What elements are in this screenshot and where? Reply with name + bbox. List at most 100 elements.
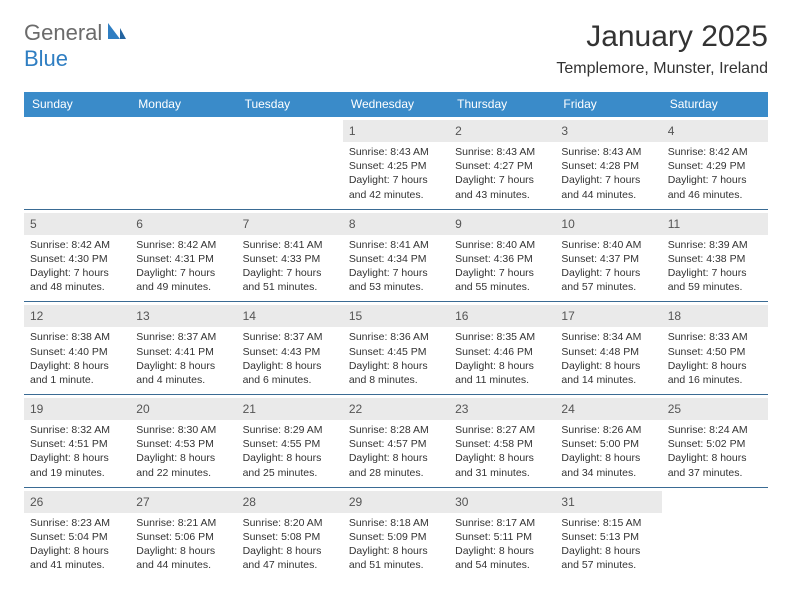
day-number-bar: 5 <box>24 213 130 235</box>
day-number-bar: 8 <box>343 213 449 235</box>
day-number-bar: 2 <box>449 120 555 142</box>
calendar-day-cell: 8Sunrise: 8:41 AMSunset: 4:34 PMDaylight… <box>343 210 449 302</box>
day-info: Sunrise: 8:43 AMSunset: 4:25 PMDaylight:… <box>349 145 443 202</box>
calendar-day-cell: 26Sunrise: 8:23 AMSunset: 5:04 PMDayligh… <box>24 488 130 580</box>
day-info: Sunrise: 8:38 AMSunset: 4:40 PMDaylight:… <box>30 330 124 387</box>
brand-logo: General <box>24 20 130 46</box>
day-number: 2 <box>455 124 462 138</box>
calendar-day-cell: 29 Sunrise: 8:18 AMSunset: 5:09 PMDayligh… <box>343 488 449 580</box>
day-number: 10 <box>561 217 574 231</box>
calendar-day-cell: 15 Sunrise: 8:36 AMSunset: 4:45 PMDayligh… <box>343 302 449 394</box>
header: General January 2025 Templemore, Munster… <box>24 20 768 78</box>
day-number-bar: 10 <box>555 213 661 235</box>
day-number: 3 <box>561 124 568 138</box>
calendar-day-cell: 22Sunrise: 8:28 AMSunset: 4:57 PMDayligh… <box>343 395 449 487</box>
day-number: 20 <box>136 402 149 416</box>
day-number-bar: 25 <box>662 398 768 420</box>
calendar-empty-cell <box>24 117 130 209</box>
calendar-day-cell: 12 Sunrise: 8:38 AMSunset: 4:40 PMDayligh… <box>24 302 130 394</box>
weekday-header: Sunday <box>24 92 130 117</box>
day-number: 26 <box>30 495 43 509</box>
calendar-day-cell: 31Sunrise: 8:15 AMSunset: 5:13 PMDayligh… <box>555 488 661 580</box>
day-number-bar: 14 <box>237 305 343 327</box>
day-number-bar: 15 <box>343 305 449 327</box>
day-number: 15 <box>349 309 362 323</box>
weekday-header: Wednesday <box>343 92 449 117</box>
brand-part1: General <box>24 20 102 46</box>
weekday-header: Thursday <box>449 92 555 117</box>
day-number: 23 <box>455 402 468 416</box>
day-info: Sunrise: 8:29 AMSunset: 4:55 PMDaylight:… <box>243 423 337 480</box>
weekday-header: Friday <box>555 92 661 117</box>
day-number-bar: 13 <box>130 305 236 327</box>
day-number: 30 <box>455 495 468 509</box>
day-info: Sunrise: 8:17 AMSunset: 5:11 PMDaylight:… <box>455 516 549 573</box>
day-info: Sunrise: 8:34 AMSunset: 4:48 PMDaylight:… <box>561 330 655 387</box>
day-info: Sunrise: 8:18 AMSunset: 5:09 PMDaylight:… <box>349 516 443 573</box>
day-number: 11 <box>668 217 680 231</box>
day-number-bar: 27 <box>130 491 236 513</box>
title-block: January 2025 Templemore, Munster, Irelan… <box>556 20 768 78</box>
calendar-day-cell: 23Sunrise: 8:27 AMSunset: 4:58 PMDayligh… <box>449 395 555 487</box>
day-number-bar: 11 <box>662 213 768 235</box>
day-number: 18 <box>668 309 681 323</box>
day-number-bar: 12 <box>24 305 130 327</box>
day-number-bar: 23 <box>449 398 555 420</box>
calendar-week-row: 5 Sunrise: 8:42 AMSunset: 4:30 PMDaylight… <box>24 210 768 303</box>
day-info: Sunrise: 8:36 AMSunset: 4:45 PMDaylight:… <box>349 330 443 387</box>
day-number-bar: 24 <box>555 398 661 420</box>
day-info: Sunrise: 8:39 AMSunset: 4:38 PMDaylight:… <box>668 238 762 295</box>
day-number-bar: 22 <box>343 398 449 420</box>
calendar-week-row: 12 Sunrise: 8:38 AMSunset: 4:40 PMDayligh… <box>24 302 768 395</box>
day-number: 6 <box>136 217 143 231</box>
calendar-day-cell: 24Sunrise: 8:26 AMSunset: 5:00 PMDayligh… <box>555 395 661 487</box>
day-number: 25 <box>668 402 681 416</box>
calendar-day-cell: 7Sunrise: 8:41 AMSunset: 4:33 PMDaylight… <box>237 210 343 302</box>
location-text: Templemore, Munster, Ireland <box>556 60 768 78</box>
day-info: Sunrise: 8:42 AMSunset: 4:30 PMDaylight:… <box>30 238 124 295</box>
day-number: 1 <box>349 124 356 138</box>
day-number-bar: 28 <box>237 491 343 513</box>
day-info: Sunrise: 8:37 AMSunset: 4:41 PMDaylight:… <box>136 330 230 387</box>
calendar-week-row: 19 Sunrise: 8:32 AMSunset: 4:51 PMDayligh… <box>24 395 768 488</box>
calendar-day-cell: 9 Sunrise: 8:40 AMSunset: 4:36 PMDaylight… <box>449 210 555 302</box>
day-number: 24 <box>561 402 574 416</box>
day-number: 19 <box>30 402 43 416</box>
day-number: 17 <box>561 309 574 323</box>
day-number-bar: 18 <box>662 305 768 327</box>
calendar-day-cell: 3 Sunrise: 8:43 AMSunset: 4:28 PMDaylight… <box>555 117 661 209</box>
day-info: Sunrise: 8:32 AMSunset: 4:51 PMDaylight:… <box>30 423 124 480</box>
day-number: 22 <box>349 402 362 416</box>
day-info: Sunrise: 8:20 AMSunset: 5:08 PMDaylight:… <box>243 516 337 573</box>
calendar-day-cell: 27Sunrise: 8:21 AMSunset: 5:06 PMDayligh… <box>130 488 236 580</box>
calendar-empty-cell <box>662 488 768 580</box>
day-info: Sunrise: 8:35 AMSunset: 4:46 PMDaylight:… <box>455 330 549 387</box>
calendar-day-cell: 18Sunrise: 8:33 AMSunset: 4:50 PMDayligh… <box>662 302 768 394</box>
day-info: Sunrise: 8:40 AMSunset: 4:37 PMDaylight:… <box>561 238 655 295</box>
calendar-day-cell: 2Sunrise: 8:43 AMSunset: 4:27 PMDaylight… <box>449 117 555 209</box>
day-number: 8 <box>349 217 356 231</box>
weekday-header: Saturday <box>662 92 768 117</box>
day-info: Sunrise: 8:43 AMSunset: 4:28 PMDaylight:… <box>561 145 655 202</box>
day-info: Sunrise: 8:40 AMSunset: 4:36 PMDaylight:… <box>455 238 549 295</box>
calendar-week-row: 26Sunrise: 8:23 AMSunset: 5:04 PMDayligh… <box>24 488 768 580</box>
day-number: 29 <box>349 495 362 509</box>
day-number-bar: 6 <box>130 213 236 235</box>
calendar-day-cell: 6Sunrise: 8:42 AMSunset: 4:31 PMDaylight… <box>130 210 236 302</box>
logo-sail-icon <box>106 21 128 46</box>
calendar: SundayMondayTuesdayWednesdayThursdayFrid… <box>24 92 768 579</box>
day-number-bar: 4 <box>662 120 768 142</box>
calendar-day-cell: 16 Sunrise: 8:35 AMSunset: 4:46 PMDayligh… <box>449 302 555 394</box>
day-info: Sunrise: 8:24 AMSunset: 5:02 PMDaylight:… <box>668 423 762 480</box>
calendar-day-cell: 17 Sunrise: 8:34 AMSunset: 4:48 PMDayligh… <box>555 302 661 394</box>
day-number: 4 <box>668 124 675 138</box>
day-number-bar: 1 <box>343 120 449 142</box>
day-number-bar: 16 <box>449 305 555 327</box>
day-number: 13 <box>136 309 149 323</box>
day-number-bar: 7 <box>237 213 343 235</box>
calendar-empty-cell <box>130 117 236 209</box>
day-number-bar: 9 <box>449 213 555 235</box>
day-number: 7 <box>243 217 250 231</box>
day-number: 27 <box>136 495 149 509</box>
day-number-bar: 19 <box>24 398 130 420</box>
